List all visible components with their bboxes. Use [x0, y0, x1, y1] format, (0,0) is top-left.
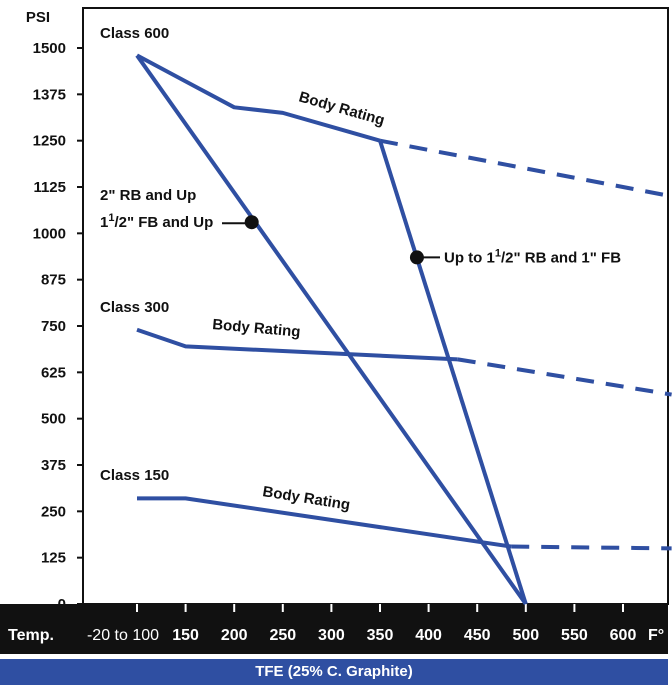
- series-class-600-solid: [136, 53, 381, 143]
- pressure-temperature-chart: 0125250375500625750875100011251250137515…: [0, 7, 672, 654]
- y-tick-label: 1500: [33, 40, 66, 57]
- chart-footer: TFE (25% C. Graphite): [0, 659, 668, 685]
- x-axis: -20 to 100 150 200 250 300 350 400 450 500 550 600: [87, 604, 636, 644]
- x-tick-label: 600: [610, 627, 637, 644]
- series-lines: [135, 53, 672, 606]
- y-tick-label: 625: [41, 364, 66, 381]
- y-tick-label: 500: [41, 411, 66, 428]
- x-tick-label: 500: [512, 627, 539, 644]
- x-tick-label: 400: [415, 627, 442, 644]
- series-line-4-solid: [378, 140, 528, 605]
- series-labels: Class 600 Body Rating Class 300 Body Rat…: [100, 25, 387, 514]
- class-600-body-rating: Body Rating: [297, 89, 387, 130]
- y-tick-label: 1125: [33, 179, 66, 196]
- series-class-150-dashed: [511, 544, 672, 551]
- y-tick-label: 250: [41, 503, 66, 520]
- y-tick-label: 1375: [33, 86, 66, 103]
- y-tick-label: 375: [41, 457, 66, 474]
- x-tick-label: 450: [464, 627, 491, 644]
- x-tick-label: -20 to 100: [87, 627, 159, 644]
- annotation-1-marker: [244, 215, 259, 230]
- x-axis-band: [0, 604, 668, 654]
- x-tick-label: 350: [367, 627, 394, 644]
- x-tick-label: 250: [269, 627, 296, 644]
- series-class-600-dashed: [379, 138, 672, 199]
- x-tick-label: 150: [172, 627, 199, 644]
- class-150-label: Class 150: [100, 467, 169, 484]
- x-axis-unit: F°: [648, 627, 664, 644]
- series-line-3-solid: [135, 54, 528, 606]
- x-tick-label: 550: [561, 627, 588, 644]
- annotation-2-line-1: Up to 11/2" RB and 1" FB: [444, 247, 621, 266]
- series-class-300-solid: [136, 327, 458, 362]
- plot-frame: [82, 7, 669, 605]
- series-class-150-solid: [137, 496, 512, 549]
- y-tick-label: 750: [41, 318, 66, 335]
- y-axis: 0125250375500625750875100011251250137515…: [33, 40, 83, 613]
- annotations: 2" RB and Up 11/2" FB and Up Up to 11/2" R…: [100, 187, 621, 266]
- x-tick-label: 200: [221, 627, 248, 644]
- annotation-1-line-2: 11/2" FB and Up: [100, 212, 213, 231]
- class-300-body-rating: Body Rating: [212, 316, 301, 341]
- x-tick-label: 300: [318, 627, 345, 644]
- y-tick-label: 1250: [33, 133, 66, 150]
- annotation-2-marker: [409, 250, 424, 265]
- y-tick-label: 1000: [33, 225, 66, 242]
- y-tick-label: 875: [41, 272, 66, 289]
- class-600-label: Class 600: [100, 25, 169, 42]
- annotation-1-line-1: 2" RB and Up: [100, 187, 196, 204]
- x-axis-label: Temp.: [8, 627, 54, 644]
- y-axis-label: PSI: [26, 9, 50, 26]
- class-150-body-rating: Body Rating: [261, 483, 351, 514]
- series-class-300-dashed: [457, 357, 672, 397]
- class-300-label: Class 300: [100, 299, 169, 316]
- y-tick-label: 125: [41, 550, 66, 567]
